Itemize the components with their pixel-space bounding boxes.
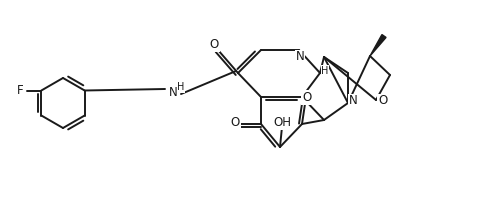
Text: OH: OH <box>274 116 292 129</box>
Text: H: H <box>177 82 185 92</box>
Text: O: O <box>230 116 240 130</box>
Text: F: F <box>17 84 24 97</box>
Text: N: N <box>169 86 177 98</box>
Text: N: N <box>348 95 357 108</box>
Polygon shape <box>370 35 386 56</box>
Text: N: N <box>295 50 304 64</box>
Text: O: O <box>209 38 219 51</box>
Text: H: H <box>321 66 329 76</box>
Text: O: O <box>378 95 388 108</box>
Text: O: O <box>302 91 311 104</box>
